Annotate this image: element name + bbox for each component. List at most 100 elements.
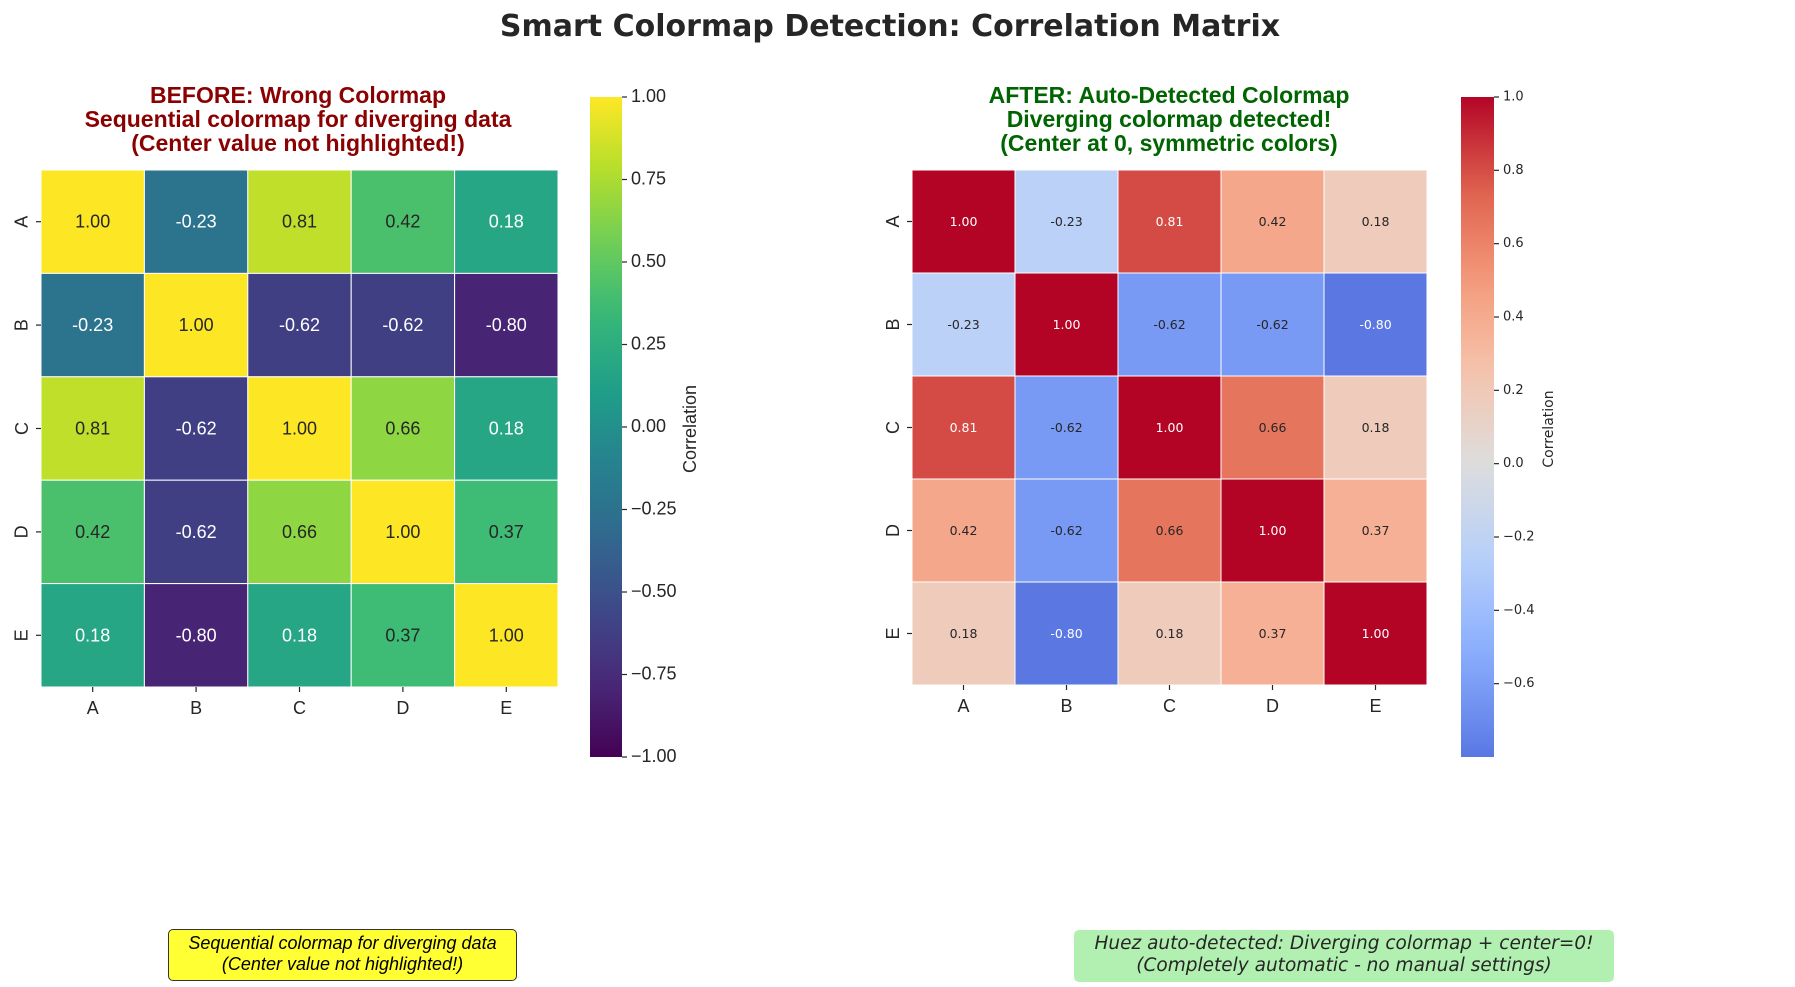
before-cell-label-B-A: -0.23	[72, 315, 113, 335]
before-cell-label-C-D: 0.66	[385, 419, 420, 439]
before-xtick-A: A	[87, 698, 99, 718]
after-cell-C-E	[1323, 375, 1428, 480]
before-cell-label-D-C: 0.66	[282, 522, 317, 542]
after-cell-E-A	[911, 581, 1016, 686]
after-cell-E-E	[1323, 581, 1428, 686]
after-xtick-B: B	[1060, 696, 1072, 716]
after-cell-label-E-E: 1.00	[1362, 626, 1390, 641]
after-ytick-A: A	[883, 215, 903, 227]
before-cell-label-D-D: 1.00	[385, 522, 420, 542]
before-cell-label-B-E: -0.80	[486, 315, 527, 335]
after-cell-label-D-A: 0.42	[950, 523, 978, 538]
before-cell-label-C-C: 1.00	[282, 419, 317, 439]
before-cell-label-D-E: 0.37	[489, 522, 524, 542]
after-xtick-E: E	[1369, 696, 1381, 716]
after-colorbar-tick: 1.0	[1503, 90, 1524, 105]
before-cell-label-A-D: 0.42	[385, 212, 420, 232]
after-ytick-C: C	[883, 421, 903, 434]
after-colorbar-tick: 0.8	[1503, 163, 1524, 178]
before-colorbar-tick: 1.00	[631, 86, 666, 106]
before-title-line-3: (Center value not highlighted!)	[131, 130, 465, 156]
before-colorbar-tick: −1.00	[631, 746, 677, 766]
before-cell-label-E-D: 0.37	[385, 625, 420, 645]
before-cell-C-C	[247, 376, 352, 481]
before-cell-B-A	[40, 272, 145, 378]
note-before-line-2: (Center value not highlighted!)	[221, 954, 464, 975]
note-before-line-1: Sequential colormap for diverging data	[188, 933, 497, 953]
after-cell-D-D	[1220, 478, 1325, 583]
before-colorbar-tick: −0.25	[631, 498, 677, 518]
before-cell-label-B-B: 1.00	[179, 315, 214, 335]
after-cell-label-B-E: -0.80	[1359, 317, 1391, 332]
after-cell-label-E-B: -0.80	[1050, 626, 1082, 641]
after-cell-label-E-A: 0.18	[950, 626, 978, 641]
before-cell-label-C-B: -0.62	[176, 419, 217, 439]
after-cell-D-E	[1323, 478, 1428, 583]
after-cell-A-C	[1117, 169, 1222, 274]
after-cell-A-D	[1220, 169, 1325, 274]
after-cell-label-A-D: 0.42	[1259, 214, 1287, 229]
before-cell-A-E	[454, 169, 559, 274]
before-cell-label-D-A: 0.42	[75, 522, 110, 542]
before-colorbar-tick: 0.50	[631, 251, 666, 271]
after-colorbar-tick: 0.2	[1503, 383, 1524, 398]
before-cell-B-E	[454, 272, 559, 378]
after-cell-E-C	[1117, 581, 1222, 686]
after-cell-label-C-B: -0.62	[1050, 420, 1082, 435]
before-cell-E-C	[247, 583, 352, 688]
before-colorbar-tick: 0.00	[631, 416, 666, 436]
after-cell-label-A-C: 0.81	[1156, 214, 1184, 229]
after-ytick-E: E	[883, 627, 903, 639]
after-colorbar-tick: 0.4	[1503, 310, 1524, 325]
before-colorbar-tick: −0.50	[631, 581, 677, 601]
before-cell-C-B	[143, 376, 249, 481]
before-cell-D-D	[350, 479, 456, 585]
after-cell-E-B	[1014, 581, 1119, 686]
before-ytick-B: B	[12, 319, 32, 331]
after-cell-D-B	[1014, 478, 1119, 583]
after-cell-C-D	[1220, 375, 1325, 480]
before-cell-label-A-B: -0.23	[176, 212, 217, 232]
after-cell-label-E-C: 0.18	[1156, 626, 1184, 641]
after-cell-label-D-C: 0.66	[1156, 523, 1184, 538]
before-cell-E-B	[143, 583, 249, 688]
after-colorbar-label: Correlation	[1541, 390, 1557, 467]
after-colorbar-tick: −0.6	[1503, 676, 1535, 691]
before-xtick-C: C	[293, 698, 306, 718]
after-cell-C-C	[1117, 375, 1222, 480]
before-cell-E-A	[40, 583, 145, 688]
after-title-line-3: (Center at 0, symmetric colors)	[1000, 130, 1337, 156]
note-after: Huez auto-detected: Diverging colormap +…	[1074, 930, 1614, 982]
after-colorbar-tick: −0.2	[1503, 530, 1535, 545]
after-cell-label-D-B: -0.62	[1050, 523, 1082, 538]
after-cell-label-B-A: -0.23	[947, 317, 979, 332]
before-title-line-2: Sequential colormap for diverging data	[85, 106, 512, 132]
before-cell-A-A	[40, 169, 145, 274]
note-before: Sequential colormap for diverging data (…	[168, 929, 517, 981]
before-colorbar	[590, 97, 622, 757]
after-cell-B-B	[1014, 272, 1119, 377]
before-cell-label-C-E: 0.18	[489, 419, 524, 439]
before-cell-D-E	[454, 479, 559, 585]
after-cell-label-C-C: 1.00	[1156, 420, 1184, 435]
after-colorbar	[1461, 97, 1494, 757]
after-title-line-2: Diverging colormap detected!	[1007, 106, 1332, 132]
after-colorbar-tick: −0.4	[1503, 603, 1535, 618]
before-cell-C-D	[350, 376, 456, 481]
before-colorbar-tick: 0.75	[631, 168, 666, 188]
after-cell-A-B	[1014, 169, 1119, 274]
before-cell-C-E	[454, 376, 559, 481]
after-xtick-C: C	[1163, 696, 1176, 716]
before-cell-label-E-E: 1.00	[489, 625, 524, 645]
before-cell-A-B	[143, 169, 249, 274]
before-ytick-E: E	[12, 629, 32, 641]
before-xtick-E: E	[500, 698, 512, 718]
before-ytick-A: A	[12, 216, 32, 228]
after-cell-label-E-D: 0.37	[1259, 626, 1287, 641]
before-cell-label-D-B: -0.62	[176, 522, 217, 542]
before-cell-E-E	[454, 583, 559, 688]
before-cell-label-E-C: 0.18	[282, 625, 317, 645]
